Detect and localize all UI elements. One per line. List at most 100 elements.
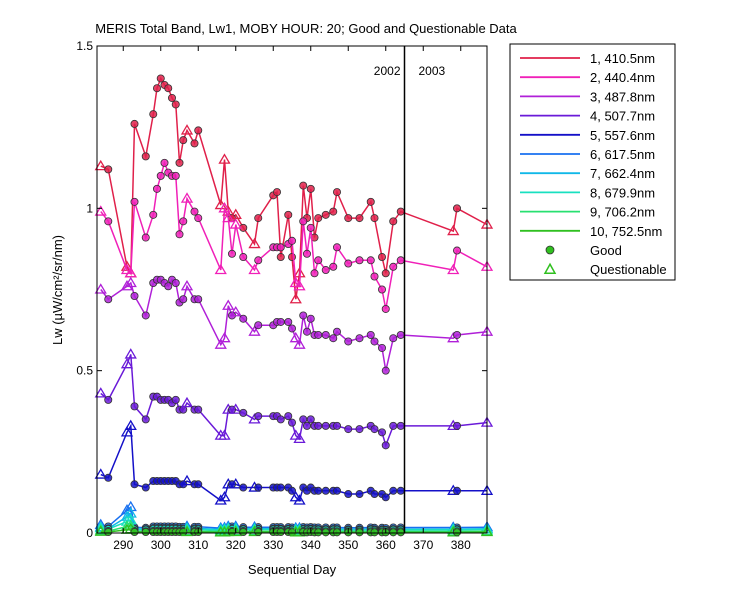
good-point bbox=[287, 236, 296, 245]
good-point bbox=[314, 486, 323, 495]
good-point bbox=[355, 490, 364, 499]
good-point bbox=[152, 84, 161, 93]
y-tick-label: 0 bbox=[86, 526, 93, 540]
good-point bbox=[321, 528, 330, 537]
legend-box bbox=[509, 43, 676, 281]
questionable-point bbox=[94, 524, 107, 535]
questionable-point bbox=[480, 525, 494, 537]
x-tick-label: 310 bbox=[188, 538, 208, 552]
good-point bbox=[370, 490, 379, 499]
good-point bbox=[321, 486, 330, 495]
good-point bbox=[355, 425, 364, 434]
good-point bbox=[254, 528, 263, 537]
good-point bbox=[194, 480, 203, 489]
good-point bbox=[396, 330, 405, 339]
questionable-point bbox=[180, 192, 194, 203]
questionable-point bbox=[214, 494, 227, 505]
questionable-point bbox=[218, 202, 231, 213]
good-point bbox=[227, 249, 236, 258]
questionable-point bbox=[248, 325, 261, 336]
legend-entry-4: 4, 507.7nm bbox=[590, 109, 655, 124]
good-point bbox=[381, 441, 390, 450]
good-point bbox=[171, 279, 180, 288]
good-point bbox=[104, 217, 113, 226]
good-point bbox=[306, 223, 315, 232]
good-point bbox=[389, 334, 398, 343]
good-point bbox=[171, 171, 180, 180]
good-point bbox=[156, 171, 165, 180]
good-point bbox=[344, 214, 353, 223]
questionable-point bbox=[214, 338, 227, 349]
good-point bbox=[332, 188, 341, 197]
good-point bbox=[254, 321, 263, 330]
questionable-point bbox=[124, 507, 137, 518]
good-point bbox=[314, 421, 323, 430]
questionable-point bbox=[124, 500, 137, 512]
good-point bbox=[452, 246, 461, 255]
questionable-point bbox=[447, 263, 460, 275]
questionable-point bbox=[229, 525, 242, 537]
legend-entry-9: 9, 706.2nm bbox=[590, 205, 655, 220]
legend-entry-6: 6, 617.5nm bbox=[590, 147, 655, 162]
good-point bbox=[389, 262, 398, 271]
good-point bbox=[130, 402, 139, 411]
questionable-point bbox=[94, 521, 107, 533]
good-point bbox=[141, 483, 150, 492]
good-point bbox=[366, 330, 375, 339]
good-point bbox=[104, 295, 113, 304]
legend-questionable-marker bbox=[543, 262, 557, 274]
good-point bbox=[194, 214, 203, 223]
good-point bbox=[389, 486, 398, 495]
good-point bbox=[239, 483, 248, 492]
good-point bbox=[104, 473, 113, 482]
good-point bbox=[355, 256, 364, 265]
good-point bbox=[149, 110, 158, 119]
good-point bbox=[179, 136, 188, 145]
good-point bbox=[332, 243, 341, 252]
good-point bbox=[175, 158, 184, 167]
year-label-left: 2002 bbox=[374, 64, 401, 78]
good-point bbox=[452, 486, 461, 495]
good-point bbox=[355, 528, 364, 537]
good-point bbox=[179, 217, 188, 226]
good-point bbox=[239, 253, 248, 262]
good-point bbox=[396, 207, 405, 216]
questionable-point bbox=[293, 432, 306, 443]
x-tick-label: 320 bbox=[226, 538, 246, 552]
good-point bbox=[306, 415, 315, 424]
legend-entry-7: 7, 662.4nm bbox=[590, 166, 655, 181]
plot-area: 2002 2003 290 300 310 320 330 340 350 360 370 380 0 0… bbox=[76, 39, 494, 552]
good-point bbox=[321, 266, 330, 275]
good-point bbox=[396, 256, 405, 265]
good-point bbox=[194, 295, 203, 304]
good-point bbox=[332, 486, 341, 495]
questionable-point bbox=[94, 525, 107, 536]
questionable-point bbox=[94, 283, 107, 294]
good-point bbox=[141, 152, 150, 161]
good-point bbox=[314, 256, 323, 265]
good-point bbox=[344, 259, 353, 268]
questionable-point bbox=[180, 124, 194, 135]
good-point bbox=[276, 243, 285, 252]
good-point bbox=[287, 253, 296, 262]
good-point bbox=[370, 214, 379, 223]
legend-good-marker bbox=[545, 245, 555, 255]
legend-entry-3: 3, 487.8nm bbox=[590, 89, 655, 104]
good-point bbox=[175, 230, 184, 239]
good-point bbox=[287, 418, 296, 427]
good-point bbox=[306, 314, 315, 323]
good-point bbox=[287, 486, 296, 495]
legend-entry-1: 1, 410.5nm bbox=[590, 51, 655, 66]
good-point bbox=[299, 311, 308, 320]
good-point bbox=[287, 324, 296, 333]
good-point bbox=[254, 214, 263, 223]
good-point bbox=[254, 256, 263, 265]
x-tick-label: 330 bbox=[263, 538, 283, 552]
good-point bbox=[329, 334, 338, 343]
good-point bbox=[299, 181, 308, 190]
plot-background bbox=[97, 46, 487, 533]
good-point bbox=[355, 214, 364, 223]
good-point bbox=[130, 291, 139, 300]
good-point bbox=[276, 415, 285, 424]
